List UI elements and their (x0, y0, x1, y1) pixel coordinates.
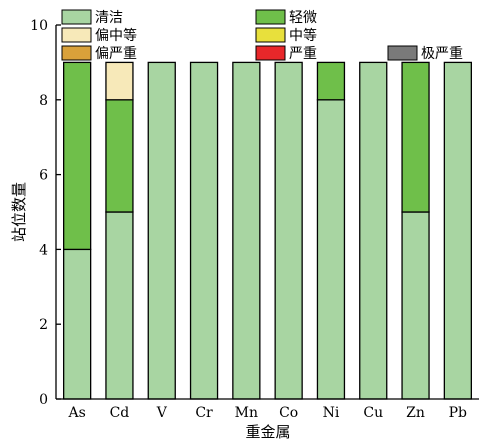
legend-label-4: 偏严重 (95, 46, 137, 62)
bar-cr-series-0 (189, 61, 219, 400)
legend-swatch-1 (255, 9, 286, 25)
y-tick-label-2: 2 (39, 317, 48, 333)
legend-label-1: 轻微 (289, 10, 317, 26)
legend-label-3: 中等 (289, 27, 317, 44)
bar-cd-series-1 (105, 99, 134, 213)
axes-layer: As Cd V Cr Mn Co Ni Cu Zn Pb 0 2 4 6 8 10 (30, 18, 479, 421)
bar-as-series-0 (63, 248, 92, 400)
y-tick-label-0: 0 (39, 392, 48, 408)
legend-swatch-0 (61, 9, 92, 25)
bar-cu-series-0 (359, 61, 388, 400)
x-tick-label-zn: Zn (406, 405, 425, 421)
legend-swatch-3 (255, 27, 286, 43)
legend-label-0: 清洁 (95, 10, 123, 26)
legend-label-5: 严重 (289, 46, 317, 62)
bars-layer (63, 61, 473, 400)
x-tick-label-co: Co (279, 405, 298, 421)
x-tick-label-mn: Mn (235, 405, 258, 421)
x-tick-label-pb: Pb (449, 405, 467, 421)
bar-zn-series-0 (401, 211, 430, 400)
y-tick-label-10: 10 (30, 18, 48, 34)
x-tick-label-v: V (156, 405, 168, 421)
legend-swatch-5 (255, 45, 286, 61)
bar-cd-series-0 (105, 211, 134, 400)
bar-as-series-1 (63, 61, 92, 251)
y-axis-title: 站位数量 (10, 182, 28, 242)
bar-co-series-0 (274, 61, 303, 400)
x-axis-title: 重金属 (245, 423, 290, 441)
bar-zn-series-1 (401, 61, 430, 213)
y-tick-label-6: 6 (39, 168, 48, 184)
y-tick-label-8: 8 (39, 93, 48, 109)
legend-swatch-2 (61, 27, 92, 43)
x-tick-label-cu: Cu (363, 405, 383, 421)
legend-label-2: 偏中等 (95, 27, 137, 44)
bar-mn-series-0 (232, 61, 261, 400)
bar-ni-series-0 (316, 99, 346, 400)
x-tick-label-cr: Cr (195, 405, 213, 421)
bar-pb-series-0 (443, 61, 473, 400)
x-tick-label-as: As (68, 405, 86, 421)
legend-label-6: 极严重 (421, 46, 463, 62)
legend-swatch-6 (387, 45, 418, 61)
bar-v-series-0 (147, 61, 176, 400)
legend-swatch-4 (61, 45, 92, 61)
bar-ni-series-1 (316, 61, 346, 101)
bar-cd-series-2 (105, 61, 134, 101)
y-tick-label-4: 4 (39, 242, 48, 258)
x-tick-label-ni: Ni (323, 405, 340, 421)
x-tick-label-cd: Cd (110, 405, 130, 421)
